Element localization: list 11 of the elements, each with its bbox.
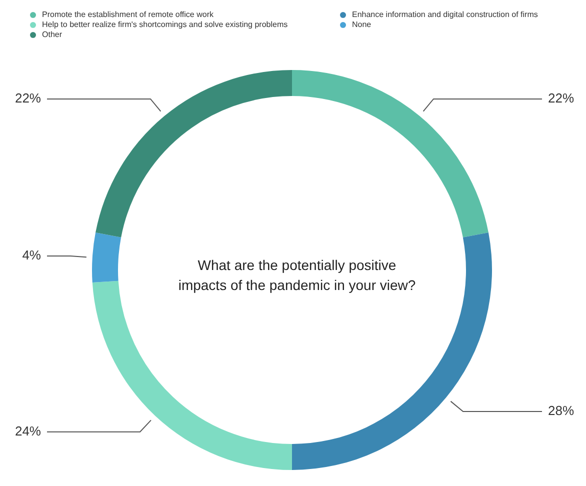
legend-label: Promote the establishment of remote office work [42, 10, 214, 19]
data-label: 28% [548, 403, 574, 418]
data-label: 24% [14, 423, 42, 438]
text: What are the potentially positive impacts of the pandemic in your view? [177, 256, 417, 295]
legend-label: None [352, 20, 372, 29]
data-label: 22% [548, 90, 574, 106]
legend-label: Enhance information and digital construction of firms [352, 10, 538, 19]
legend-label: Other [42, 30, 62, 39]
data-label: 22% [14, 90, 42, 106]
data-label: 4% [22, 248, 42, 263]
legend-label: Help to better realize firm's shortcomings and solve existing problems [42, 20, 288, 29]
